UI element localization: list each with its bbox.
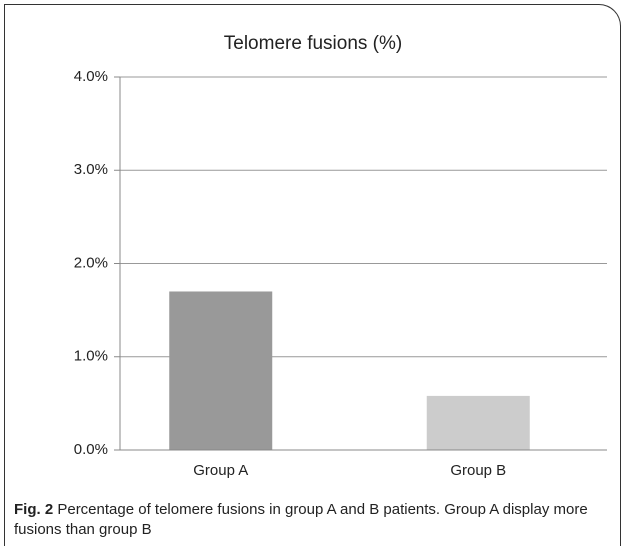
bar: [426, 395, 530, 450]
y-tick-label: 3.0%: [74, 161, 108, 178]
y-tick-label: 0.0%: [74, 441, 108, 458]
y-tick-label: 2.0%: [74, 254, 108, 271]
bar: [169, 291, 273, 450]
x-tick-label: Group B: [450, 462, 506, 479]
chart: Telomere fusions (%) 0.0% 1.0% 2.0% 3.0% 4.0…: [74, 33, 607, 479]
chart-title: Telomere fusions (%): [224, 33, 402, 54]
caption-label: Fig. 2: [14, 501, 54, 518]
y-tick-label: 4.0%: [74, 68, 108, 85]
caption-text: Percentage of telomere fusions in group …: [14, 501, 588, 538]
y-tick-label: 1.0%: [74, 348, 108, 365]
caption: Fig. 2 Percentage of telomere fusions in…: [14, 500, 614, 540]
figure-frame: [4, 4, 621, 546]
x-tick-label: Group A: [193, 462, 248, 479]
